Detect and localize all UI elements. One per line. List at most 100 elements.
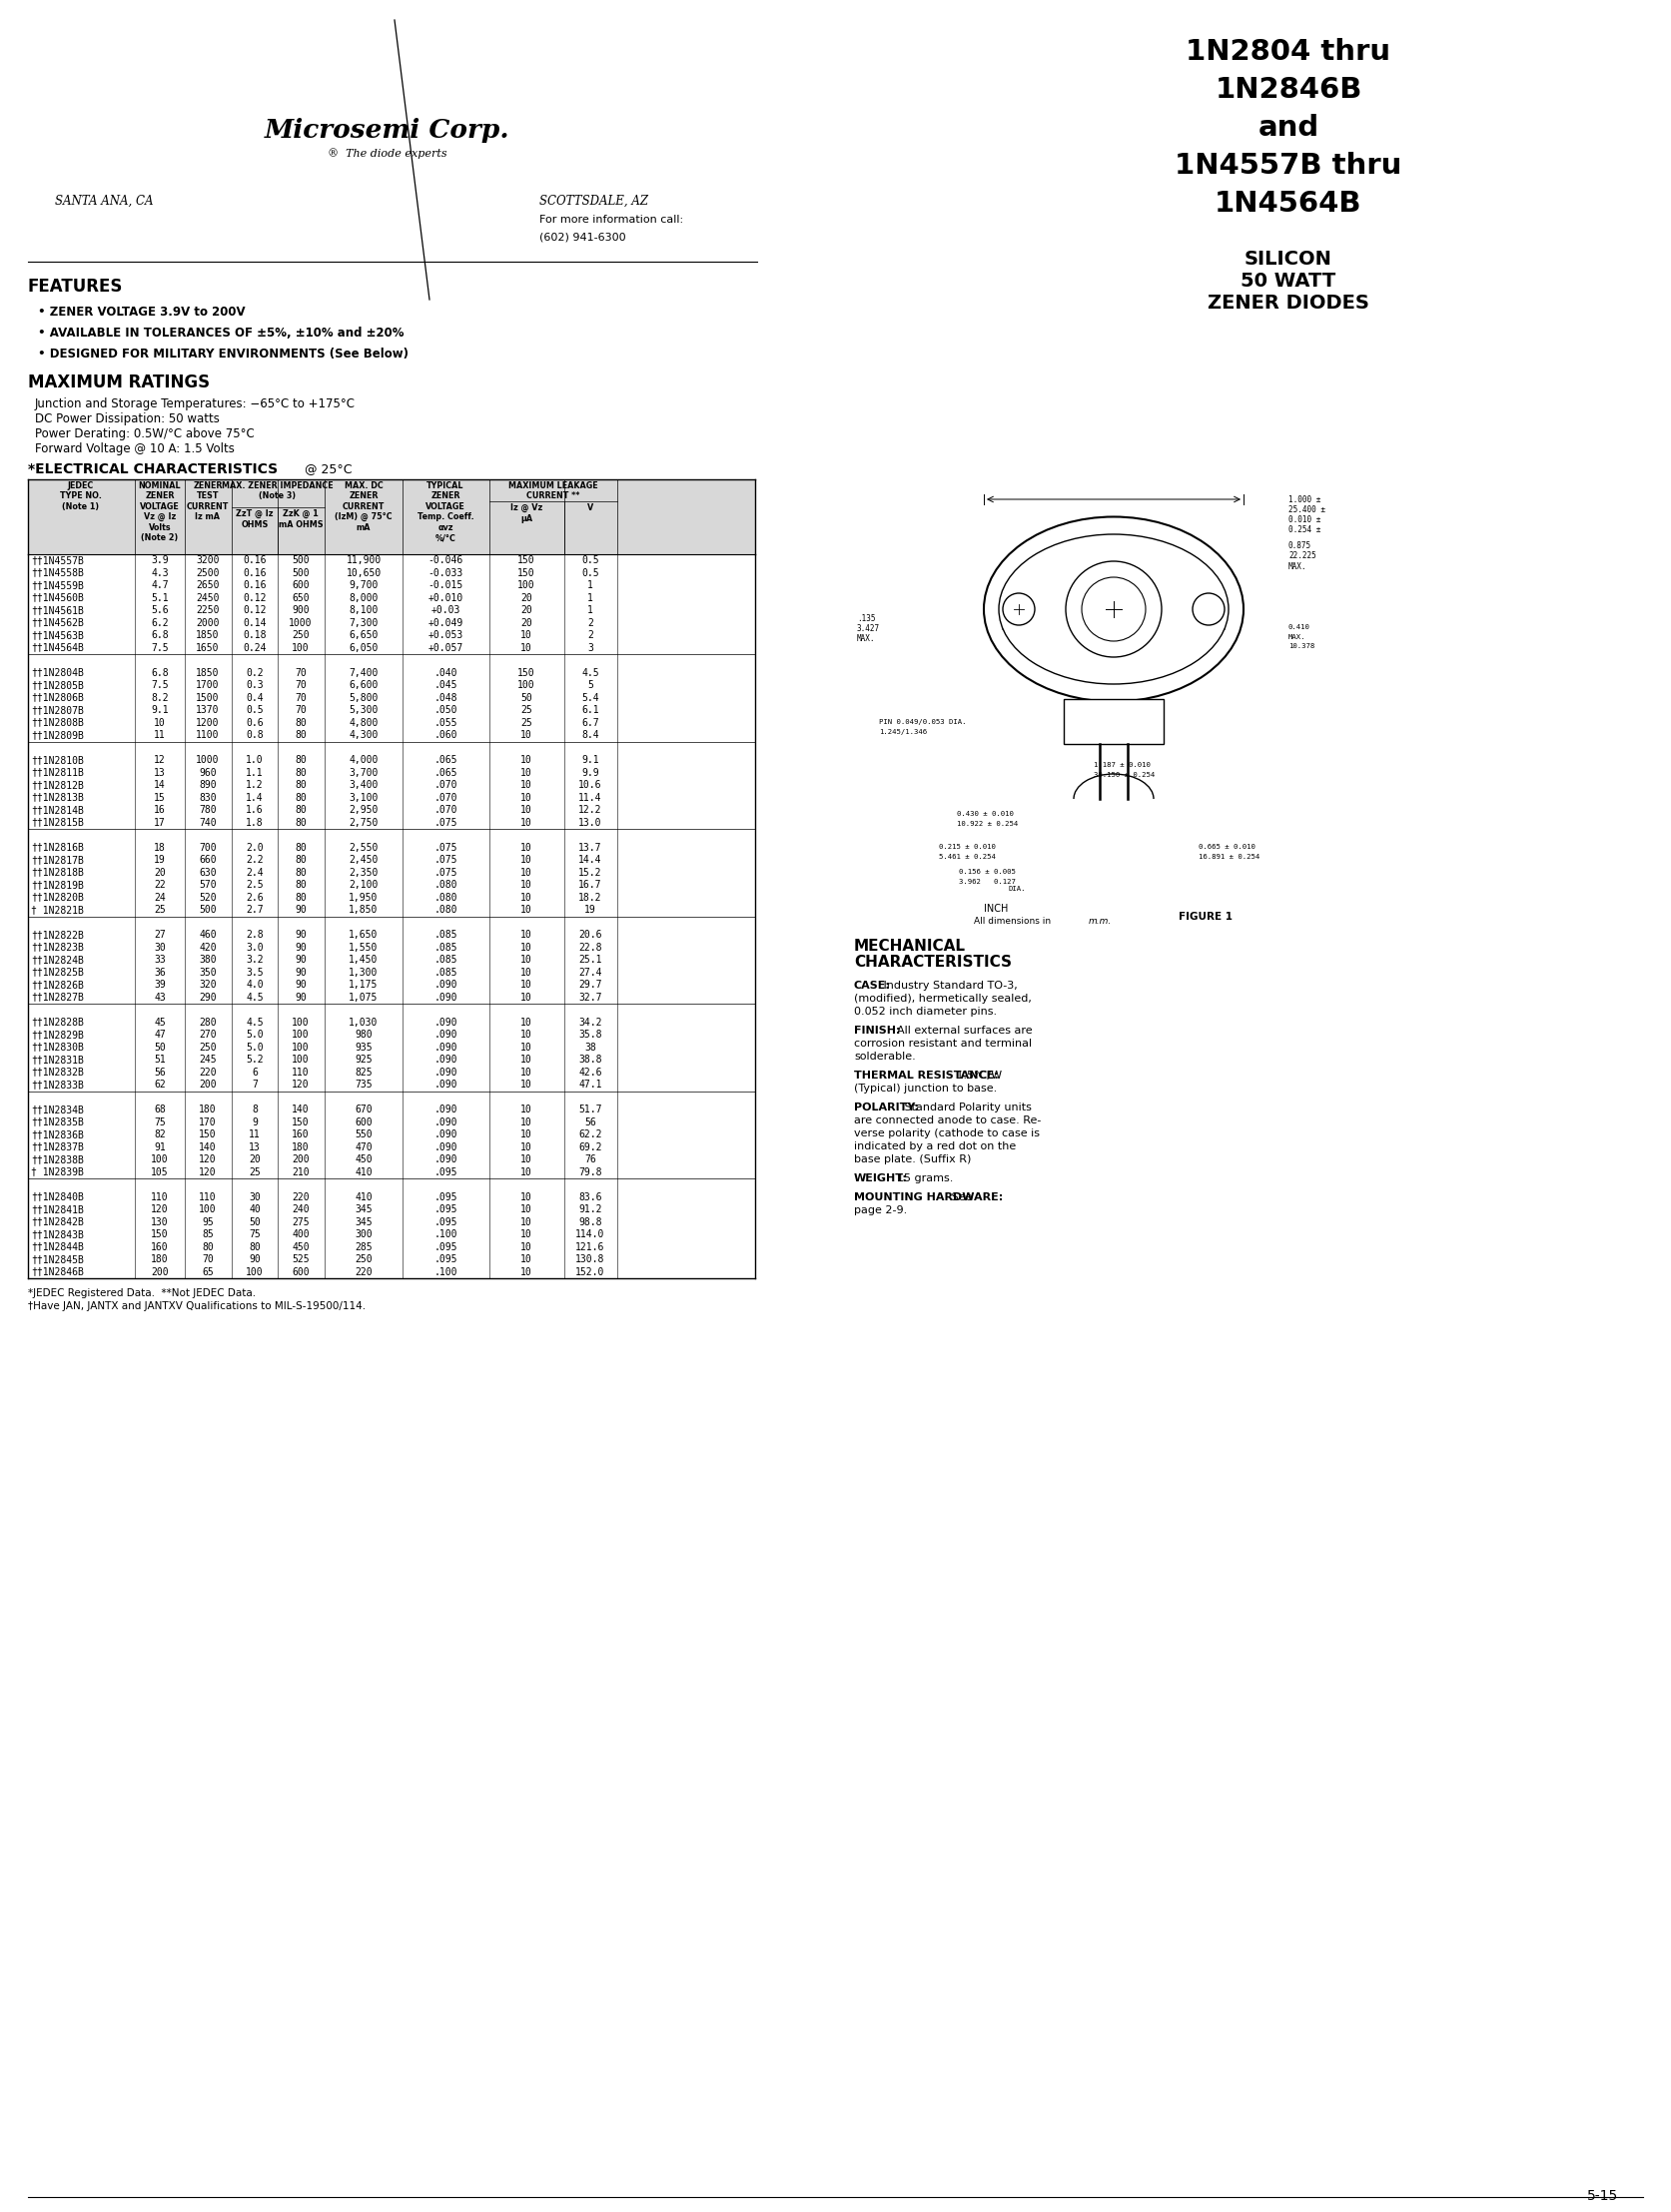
Text: 1000: 1000 bbox=[196, 754, 219, 765]
Text: 4.5: 4.5 bbox=[582, 668, 598, 677]
Text: (modified), hermetically sealed,: (modified), hermetically sealed, bbox=[854, 993, 1031, 1004]
Text: ††1N4560B: ††1N4560B bbox=[32, 593, 84, 602]
Text: 500: 500 bbox=[199, 905, 217, 916]
Text: SANTA ANA, CA: SANTA ANA, CA bbox=[55, 195, 154, 208]
Text: ††1N2818B: ††1N2818B bbox=[32, 867, 84, 878]
Text: 1,550: 1,550 bbox=[349, 942, 378, 951]
Text: 30: 30 bbox=[154, 942, 165, 951]
Text: 30: 30 bbox=[249, 1192, 261, 1201]
Text: 1,850: 1,850 bbox=[349, 905, 378, 916]
Text: 570: 570 bbox=[199, 880, 217, 889]
Text: 2,100: 2,100 bbox=[349, 880, 378, 889]
Text: 1000: 1000 bbox=[289, 617, 312, 628]
Text: 10: 10 bbox=[520, 1203, 531, 1214]
Text: 245: 245 bbox=[199, 1055, 217, 1064]
Text: .095: .095 bbox=[433, 1254, 456, 1265]
Text: 3.962   0.127: 3.962 0.127 bbox=[957, 878, 1014, 885]
Text: 20: 20 bbox=[249, 1155, 261, 1164]
Text: 9.9: 9.9 bbox=[582, 768, 598, 776]
Text: For more information call:: For more information call: bbox=[540, 215, 683, 226]
Text: ††1N2813B: ††1N2813B bbox=[32, 792, 84, 803]
Text: 80: 80 bbox=[294, 781, 306, 790]
Text: 220: 220 bbox=[354, 1267, 373, 1276]
Text: ††1N2840B: ††1N2840B bbox=[32, 1192, 84, 1201]
Text: .075: .075 bbox=[433, 854, 456, 865]
Text: ††1N2833B: ††1N2833B bbox=[32, 1079, 84, 1091]
Text: ††1N2829B: ††1N2829B bbox=[32, 1029, 84, 1040]
Text: 1,950: 1,950 bbox=[349, 891, 378, 902]
Text: ††1N2837B: ††1N2837B bbox=[32, 1141, 84, 1152]
Text: ††1N2827B: ††1N2827B bbox=[32, 993, 84, 1002]
Text: are connected anode to case. Re-: are connected anode to case. Re- bbox=[854, 1115, 1041, 1126]
Text: 1.5°C/W: 1.5°C/W bbox=[952, 1071, 1001, 1079]
Text: 0.410: 0.410 bbox=[1288, 624, 1310, 630]
Text: Junction and Storage Temperatures: −65°C to +175°C: Junction and Storage Temperatures: −65°C… bbox=[35, 398, 356, 411]
Text: 79.8: 79.8 bbox=[578, 1168, 602, 1177]
Text: ZENER DIODES: ZENER DIODES bbox=[1206, 294, 1369, 312]
Text: Industry Standard TO-3,: Industry Standard TO-3, bbox=[879, 980, 1018, 991]
Text: 70: 70 bbox=[202, 1254, 214, 1265]
Text: 70: 70 bbox=[294, 679, 306, 690]
Text: 0.215 ± 0.010: 0.215 ± 0.010 bbox=[939, 843, 996, 849]
Text: ††1N2817B: ††1N2817B bbox=[32, 854, 84, 865]
Text: +0.03: +0.03 bbox=[431, 606, 460, 615]
Text: 5.6: 5.6 bbox=[150, 606, 169, 615]
Text: 825: 825 bbox=[354, 1066, 373, 1077]
Text: 1,175: 1,175 bbox=[349, 980, 378, 989]
Text: 9: 9 bbox=[252, 1117, 257, 1126]
Text: 29.7: 29.7 bbox=[578, 980, 602, 989]
Text: 10: 10 bbox=[520, 754, 531, 765]
Text: .100: .100 bbox=[433, 1267, 456, 1276]
Text: 550: 550 bbox=[354, 1130, 373, 1139]
Text: 17: 17 bbox=[154, 818, 165, 827]
Text: ††1N2830B: ††1N2830B bbox=[32, 1042, 84, 1053]
Text: 470: 470 bbox=[354, 1141, 373, 1152]
Text: Standard Polarity units: Standard Polarity units bbox=[901, 1102, 1031, 1113]
Text: 100: 100 bbox=[150, 1155, 169, 1164]
Text: 10: 10 bbox=[520, 867, 531, 878]
Text: 180: 180 bbox=[199, 1104, 217, 1115]
Text: 7.5: 7.5 bbox=[150, 679, 169, 690]
Text: 80: 80 bbox=[294, 818, 306, 827]
Text: 2650: 2650 bbox=[196, 580, 219, 591]
Text: 105: 105 bbox=[150, 1168, 169, 1177]
Text: 13: 13 bbox=[154, 768, 165, 776]
Text: ††1N4564B: ††1N4564B bbox=[32, 644, 84, 653]
Text: 2.6: 2.6 bbox=[246, 891, 264, 902]
Text: 25: 25 bbox=[520, 717, 531, 728]
Text: 935: 935 bbox=[354, 1042, 373, 1053]
Text: 240: 240 bbox=[292, 1203, 309, 1214]
Text: 8,100: 8,100 bbox=[349, 606, 378, 615]
Text: 740: 740 bbox=[199, 818, 217, 827]
Text: 80: 80 bbox=[294, 854, 306, 865]
Text: 0.14: 0.14 bbox=[242, 617, 266, 628]
Text: 100: 100 bbox=[292, 1018, 309, 1026]
Text: .055: .055 bbox=[433, 717, 456, 728]
Text: ZzT @ Iz
OHMS: ZzT @ Iz OHMS bbox=[236, 509, 274, 529]
Circle shape bbox=[1064, 562, 1161, 657]
Text: 80: 80 bbox=[249, 1241, 261, 1252]
Text: 1370: 1370 bbox=[196, 706, 219, 714]
Text: 140: 140 bbox=[292, 1104, 309, 1115]
Text: 980: 980 bbox=[354, 1029, 373, 1040]
Text: 110: 110 bbox=[199, 1192, 217, 1201]
Text: 200: 200 bbox=[292, 1155, 309, 1164]
Text: 83.6: 83.6 bbox=[578, 1192, 602, 1201]
Text: 600: 600 bbox=[292, 1267, 309, 1276]
Text: 890: 890 bbox=[199, 781, 217, 790]
Text: 36: 36 bbox=[154, 967, 165, 978]
Text: 11: 11 bbox=[249, 1130, 261, 1139]
Text: 33: 33 bbox=[154, 956, 165, 964]
Text: ††1N2836B: ††1N2836B bbox=[32, 1130, 84, 1139]
Text: 80: 80 bbox=[294, 867, 306, 878]
Text: 0.16: 0.16 bbox=[242, 580, 266, 591]
Text: 1.530 ± 0.010: 1.530 ± 0.010 bbox=[1084, 630, 1141, 637]
Text: .050: .050 bbox=[433, 706, 456, 714]
Text: 80: 80 bbox=[294, 717, 306, 728]
Text: 2250: 2250 bbox=[196, 606, 219, 615]
Text: V: V bbox=[587, 504, 593, 513]
Text: 82: 82 bbox=[154, 1130, 165, 1139]
Text: ††1N4559B: ††1N4559B bbox=[32, 580, 84, 591]
Text: 10: 10 bbox=[520, 1104, 531, 1115]
Text: 38.852 ± 0.254: 38.852 ± 0.254 bbox=[1083, 639, 1143, 646]
